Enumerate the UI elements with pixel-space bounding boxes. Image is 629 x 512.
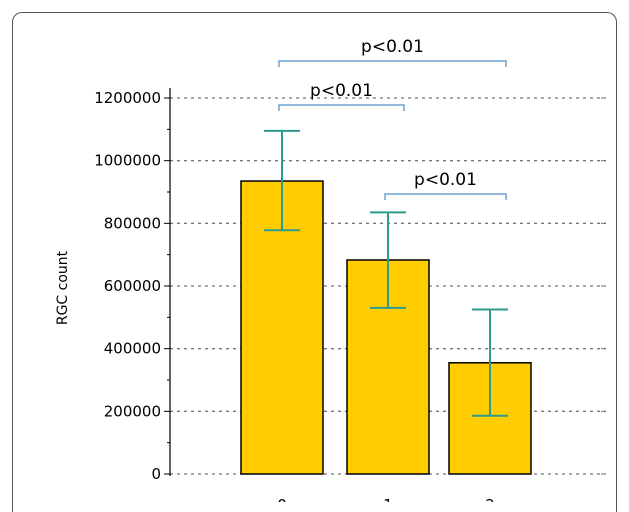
error-bars xyxy=(264,129,508,417)
significance-bracket xyxy=(278,104,405,111)
y-tick-label: 400000 xyxy=(104,340,161,358)
y-tick-label: 1000000 xyxy=(94,152,161,170)
x-tick-labels: 0 1 2 xyxy=(277,496,495,502)
x-tick-label: 1 xyxy=(383,496,393,502)
significance-bracket xyxy=(384,193,507,200)
significance-label: p<0.01 xyxy=(414,170,477,190)
significance-label: p<0.01 xyxy=(310,81,373,101)
y-tick-label: 1200000 xyxy=(94,89,161,107)
significance-bracket xyxy=(278,60,507,67)
x-tick-label: 0 xyxy=(277,496,287,502)
y-tick-label: 200000 xyxy=(104,402,161,420)
y-tick-label: 800000 xyxy=(104,214,161,232)
x-tick-label: 2 xyxy=(485,496,495,502)
bars xyxy=(240,180,532,475)
y-axis-label: RGC count xyxy=(55,250,71,325)
y-tick-label: 600000 xyxy=(104,277,161,295)
significance-label: p<0.01 xyxy=(361,37,424,57)
y-tick-label: 0 xyxy=(151,465,161,483)
significance-brackets: p<0.01 p<0.01 p<0.01 xyxy=(278,37,507,200)
figure-frame xyxy=(12,12,617,512)
y-axis: 0 200000 400000 600000 800000 1000000 1200000 xyxy=(94,88,606,483)
